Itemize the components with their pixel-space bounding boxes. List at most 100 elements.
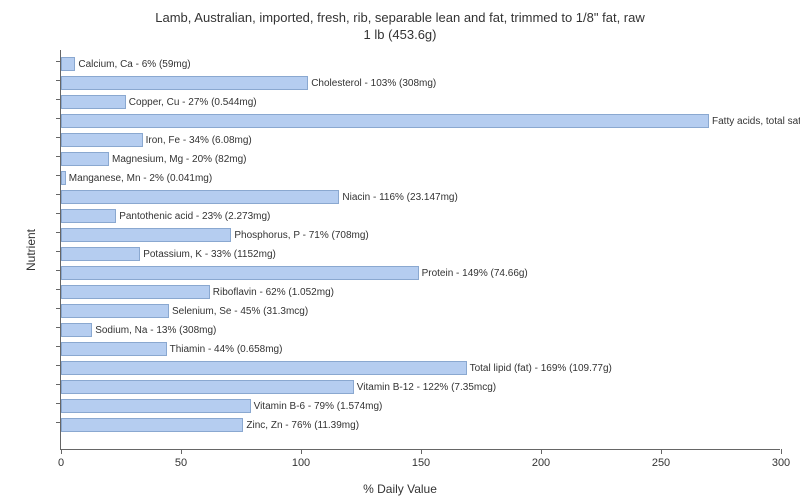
bar-label: Protein - 149% (74.66g): [422, 267, 528, 281]
x-tick-label: 150: [412, 457, 430, 469]
y-tick: [56, 213, 61, 214]
y-tick: [56, 327, 61, 328]
bar: Thiamin - 44% (0.658mg): [61, 342, 167, 356]
y-tick: [56, 422, 61, 423]
bar: Cholesterol - 103% (308mg): [61, 76, 308, 90]
bar-label: Thiamin - 44% (0.658mg): [170, 343, 283, 357]
bar: Niacin - 116% (23.147mg): [61, 190, 339, 204]
title-line-2: 1 lb (453.6g): [10, 27, 790, 44]
bar-row: Niacin - 116% (23.147mg): [61, 187, 339, 206]
bar: Phosphorus, P - 71% (708mg): [61, 228, 231, 242]
y-tick: [56, 308, 61, 309]
bar-label: Sodium, Na - 13% (308mg): [95, 324, 216, 338]
bar-label: Total lipid (fat) - 169% (109.77g): [470, 362, 612, 376]
y-tick: [56, 270, 61, 271]
bar: Calcium, Ca - 6% (59mg): [61, 57, 75, 71]
y-tick: [56, 403, 61, 404]
x-tick: [181, 449, 182, 454]
x-tick-label: 50: [175, 457, 187, 469]
bar-row: Sodium, Na - 13% (308mg): [61, 320, 92, 339]
bar: Iron, Fe - 34% (6.08mg): [61, 133, 143, 147]
y-tick: [56, 346, 61, 347]
bar-label: Phosphorus, P - 71% (708mg): [234, 229, 368, 243]
bar: Potassium, K - 33% (1152mg): [61, 247, 140, 261]
y-tick: [56, 232, 61, 233]
bar-label: Vitamin B-6 - 79% (1.574mg): [254, 400, 383, 414]
bar-label: Magnesium, Mg - 20% (82mg): [112, 153, 247, 167]
chart-container: Lamb, Australian, imported, fresh, rib, …: [0, 0, 800, 500]
y-axis-label: Nutrient: [24, 229, 38, 271]
bar-row: Total lipid (fat) - 169% (109.77g): [61, 358, 467, 377]
x-tick-label: 250: [652, 457, 670, 469]
bar-row: Cholesterol - 103% (308mg): [61, 73, 308, 92]
bar-label: Cholesterol - 103% (308mg): [311, 77, 436, 91]
bar: Manganese, Mn - 2% (0.041mg): [61, 171, 66, 185]
bar-label: Iron, Fe - 34% (6.08mg): [146, 134, 252, 148]
bar: Protein - 149% (74.66g): [61, 266, 419, 280]
plot-area: Calcium, Ca - 6% (59mg) Cholesterol - 103…: [60, 50, 780, 450]
bar: Selenium, Se - 45% (31.3mcg): [61, 304, 169, 318]
bar-label: Fatty acids, total saturated - 270% (54.…: [712, 115, 800, 129]
y-tick: [56, 251, 61, 252]
y-tick: [56, 194, 61, 195]
bar: Pantothenic acid - 23% (2.273mg): [61, 209, 116, 223]
x-axis-label: % Daily Value: [363, 482, 437, 496]
x-tick-label: 200: [532, 457, 550, 469]
bar-label: Niacin - 116% (23.147mg): [342, 191, 457, 205]
y-tick: [56, 137, 61, 138]
bar-label: Selenium, Se - 45% (31.3mcg): [172, 305, 308, 319]
bar-row: Thiamin - 44% (0.658mg): [61, 339, 167, 358]
x-tick: [301, 449, 302, 454]
bar-label: Manganese, Mn - 2% (0.041mg): [69, 172, 212, 186]
bar-row: Copper, Cu - 27% (0.544mg): [61, 92, 126, 111]
y-tick: [56, 175, 61, 176]
bar: Copper, Cu - 27% (0.544mg): [61, 95, 126, 109]
x-tick: [781, 449, 782, 454]
y-tick: [56, 61, 61, 62]
bar-row: Pantothenic acid - 23% (2.273mg): [61, 206, 116, 225]
y-tick: [56, 365, 61, 366]
bar-row: Magnesium, Mg - 20% (82mg): [61, 149, 109, 168]
bar-label: Vitamin B-12 - 122% (7.35mcg): [357, 381, 496, 395]
y-tick: [56, 289, 61, 290]
bar-label: Copper, Cu - 27% (0.544mg): [129, 96, 257, 110]
bar-row: Iron, Fe - 34% (6.08mg): [61, 130, 143, 149]
bar-row: Potassium, K - 33% (1152mg): [61, 244, 140, 263]
bar: Total lipid (fat) - 169% (109.77g): [61, 361, 467, 375]
bar: Magnesium, Mg - 20% (82mg): [61, 152, 109, 166]
bar-row: Vitamin B-12 - 122% (7.35mcg): [61, 377, 354, 396]
bar: Riboflavin - 62% (1.052mg): [61, 285, 210, 299]
bar: Zinc, Zn - 76% (11.39mg): [61, 418, 243, 432]
bar-row: Riboflavin - 62% (1.052mg): [61, 282, 210, 301]
bar-label: Pantothenic acid - 23% (2.273mg): [119, 210, 270, 224]
bar-label: Zinc, Zn - 76% (11.39mg): [246, 419, 359, 433]
bar-label: Riboflavin - 62% (1.052mg): [213, 286, 334, 300]
bar: Vitamin B-12 - 122% (7.35mcg): [61, 380, 354, 394]
y-tick: [56, 156, 61, 157]
y-tick: [56, 118, 61, 119]
x-tick-label: 100: [292, 457, 310, 469]
y-tick: [56, 384, 61, 385]
x-tick-label: 300: [772, 457, 790, 469]
x-tick: [61, 449, 62, 454]
chart-title: Lamb, Australian, imported, fresh, rib, …: [10, 10, 790, 44]
bar-row: Calcium, Ca - 6% (59mg): [61, 54, 75, 73]
bar-row: Zinc, Zn - 76% (11.39mg): [61, 415, 243, 434]
x-tick: [541, 449, 542, 454]
x-tick: [421, 449, 422, 454]
bar-row: Manganese, Mn - 2% (0.041mg): [61, 168, 66, 187]
y-tick: [56, 80, 61, 81]
bar: Sodium, Na - 13% (308mg): [61, 323, 92, 337]
bar-row: Vitamin B-6 - 79% (1.574mg): [61, 396, 251, 415]
bar: Fatty acids, total saturated - 270% (54.…: [61, 114, 709, 128]
bar-label: Calcium, Ca - 6% (59mg): [78, 58, 190, 72]
bar-row: Phosphorus, P - 71% (708mg): [61, 225, 231, 244]
bar-label: Potassium, K - 33% (1152mg): [143, 248, 276, 262]
bar-row: Fatty acids, total saturated - 270% (54.…: [61, 111, 709, 130]
x-tick-label: 0: [58, 457, 64, 469]
x-tick: [661, 449, 662, 454]
y-tick: [56, 99, 61, 100]
bar-row: Protein - 149% (74.66g): [61, 263, 419, 282]
bar-row: Selenium, Se - 45% (31.3mcg): [61, 301, 169, 320]
bar: Vitamin B-6 - 79% (1.574mg): [61, 399, 251, 413]
